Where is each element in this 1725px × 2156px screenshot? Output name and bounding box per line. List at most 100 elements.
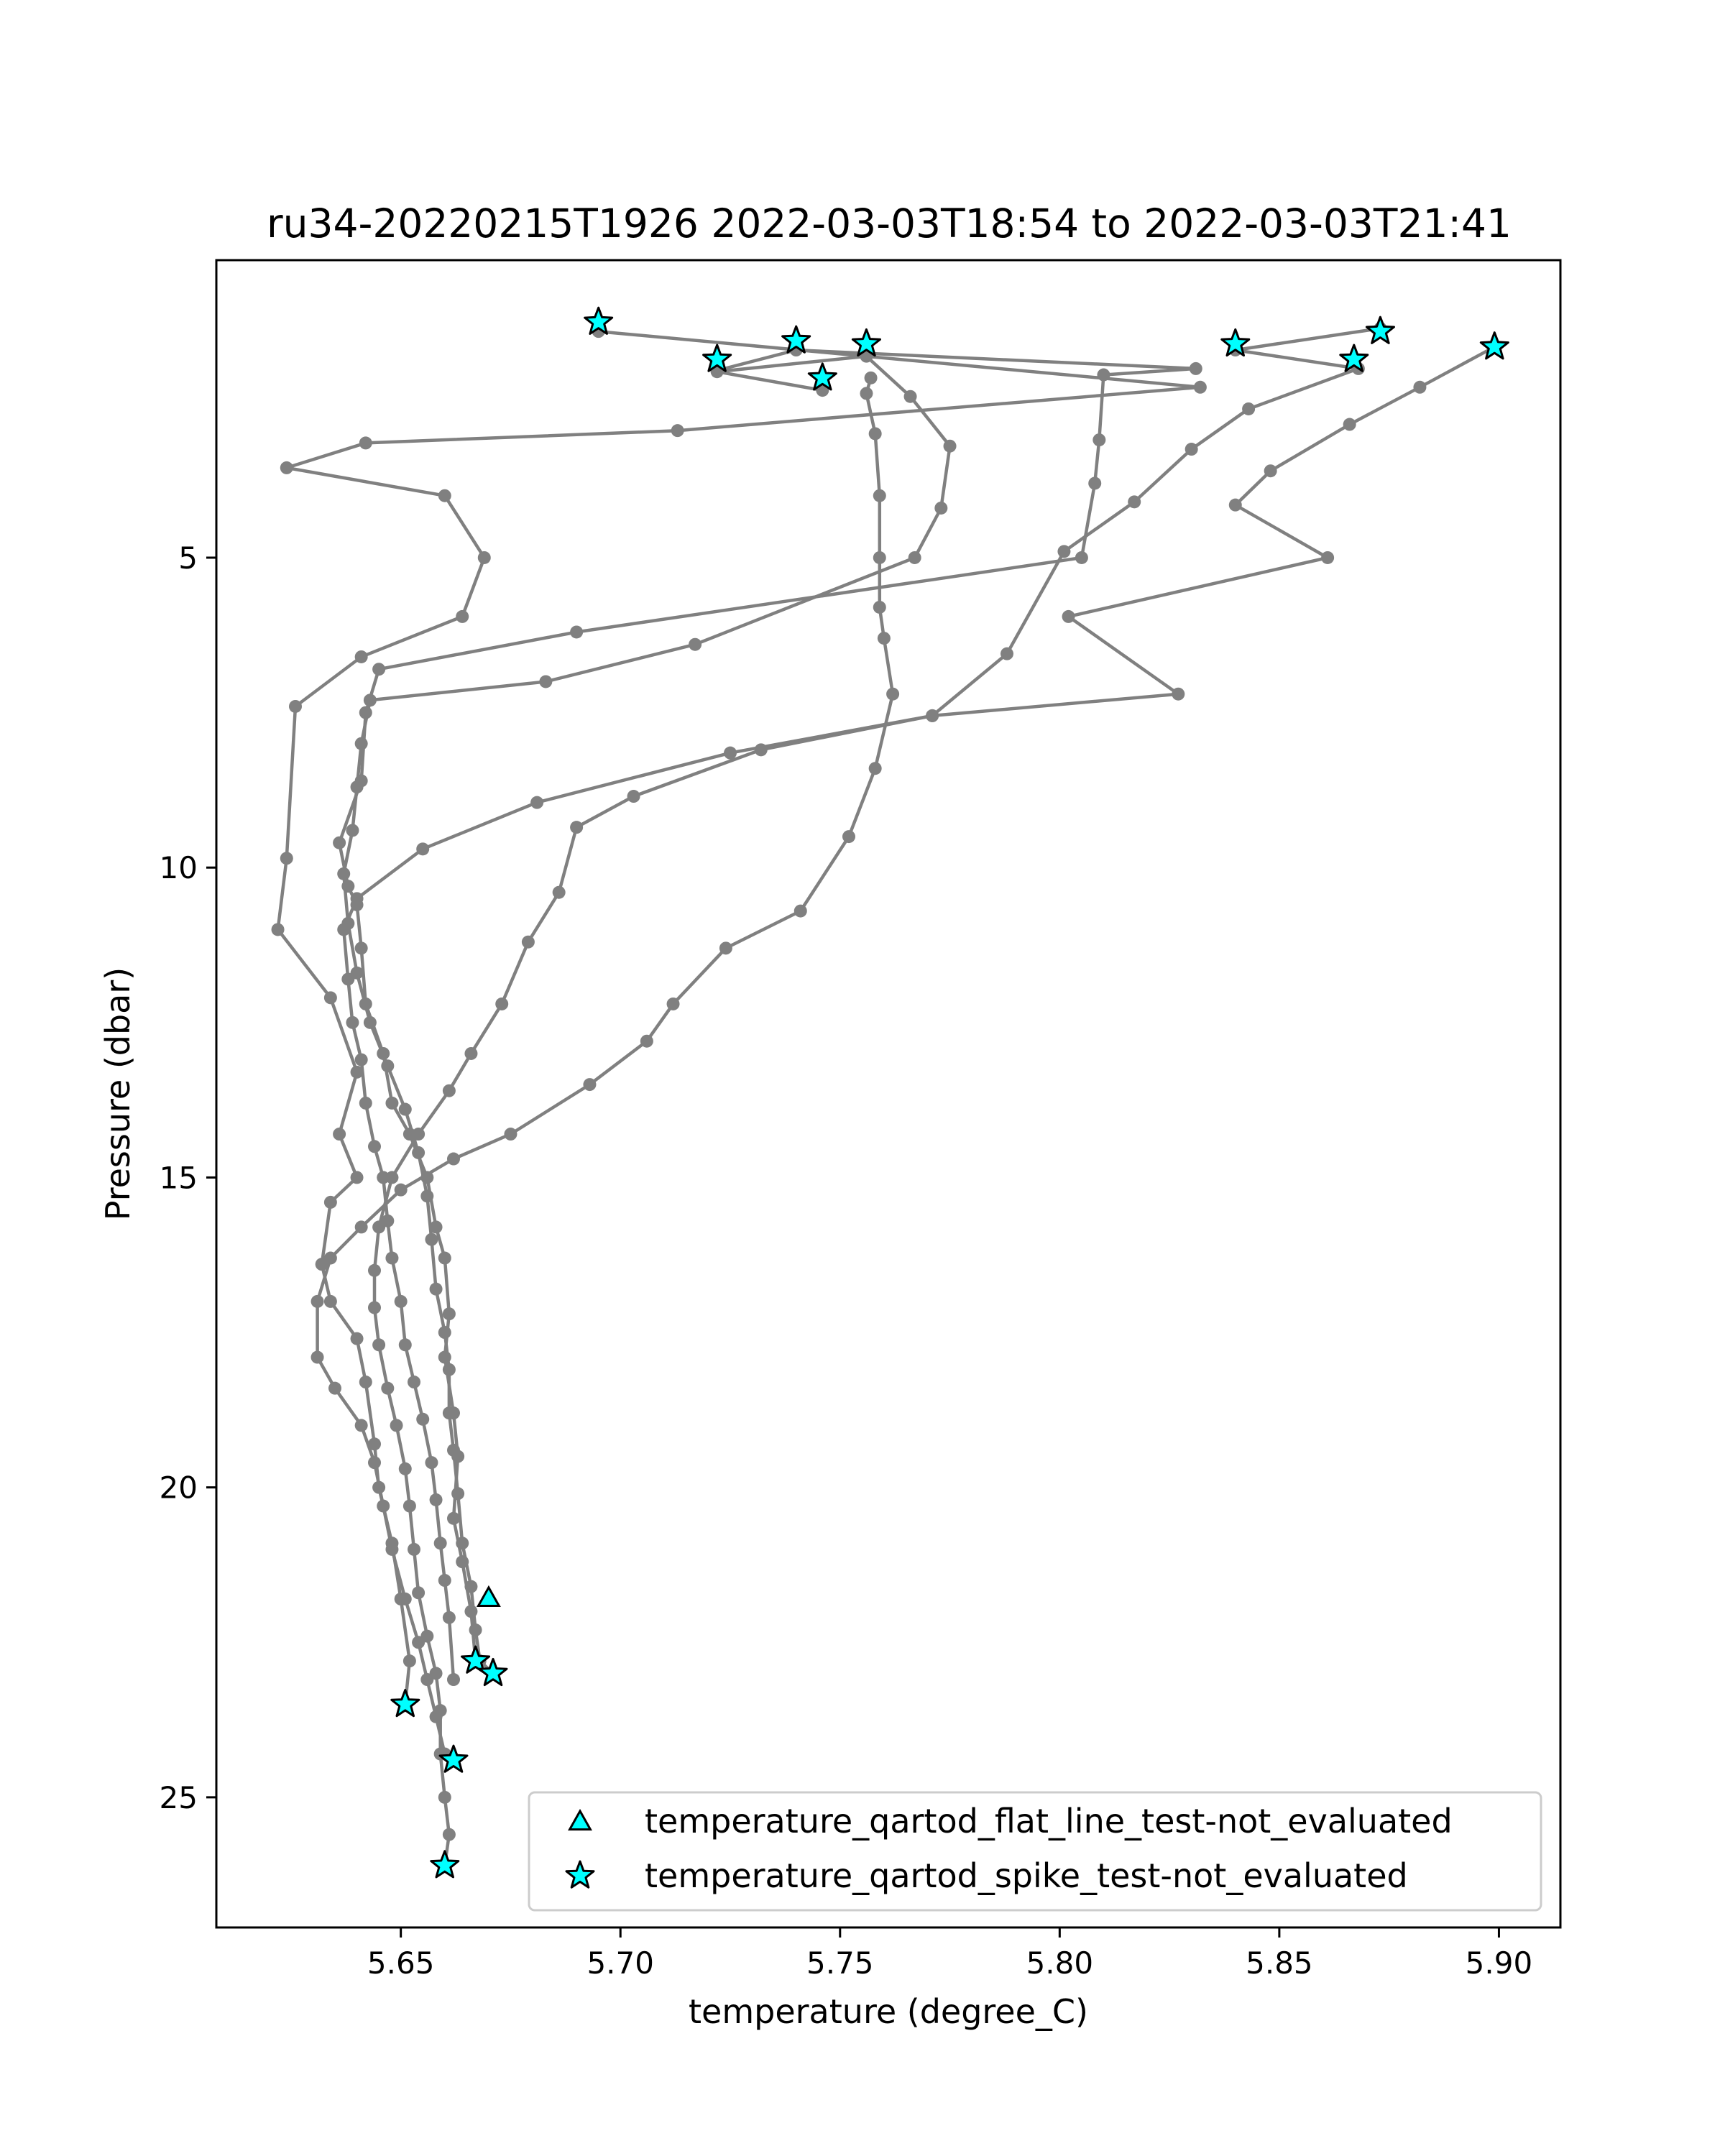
profile-point (354, 1053, 368, 1067)
spike-flag-marker (781, 325, 811, 354)
profile-line (337, 348, 1198, 1662)
spike-flag-marker (584, 306, 614, 335)
profile-point (323, 991, 337, 1005)
profile-point (398, 1102, 412, 1116)
profile-point (583, 1078, 597, 1092)
profile-point (323, 1195, 337, 1209)
spike-flag-marker (430, 1850, 460, 1879)
profile-point (719, 941, 732, 955)
spike-flag-marker (807, 362, 837, 391)
profile-point (873, 600, 886, 614)
profile-point (354, 650, 368, 663)
profile-point (868, 427, 882, 441)
profile-point (447, 1511, 460, 1525)
profile-point (666, 997, 680, 1010)
profile-point (346, 1015, 359, 1029)
profile-point (416, 842, 430, 856)
legend-triangle-marker (568, 1808, 592, 1831)
profile-point (456, 1537, 469, 1550)
y-axis: 5 10 15 20 25 (160, 540, 216, 1815)
profile-point (1057, 545, 1071, 558)
profile-point (521, 935, 535, 949)
profile-point (412, 1586, 426, 1600)
profile-point (385, 1096, 399, 1110)
profile-point (398, 1462, 412, 1475)
profile-point (363, 1015, 377, 1029)
profile-point (368, 1263, 381, 1277)
profile-point (464, 1046, 478, 1060)
profile-point (328, 1381, 341, 1395)
profile-point (350, 780, 364, 794)
profile-point (368, 1437, 381, 1451)
profile-point (425, 1233, 438, 1246)
profile-point (1264, 464, 1277, 478)
spike-flag-marker (1220, 328, 1251, 357)
legend-star-marker (565, 1860, 595, 1889)
profile-point (394, 1294, 408, 1308)
spike-flag-marker (1339, 344, 1369, 372)
spike-flag-marker (851, 328, 881, 357)
profile-point (438, 1574, 451, 1588)
x-axis-label: temperature (degree_C) (689, 1992, 1088, 2031)
profile-point (359, 436, 372, 450)
profile-point (350, 1332, 364, 1345)
profile-point (504, 1128, 518, 1141)
profile-point (368, 1301, 381, 1314)
profile-point (1000, 647, 1013, 660)
plot-frame (215, 259, 1562, 1929)
profile-point (438, 489, 451, 502)
profile-point (671, 424, 684, 438)
profile-point (408, 1376, 420, 1389)
profile-point (416, 1412, 430, 1426)
profile-point (442, 1406, 456, 1420)
profile-point (429, 1220, 443, 1234)
profile-point (873, 550, 886, 564)
profile-point (372, 1338, 386, 1352)
profile-point (873, 489, 886, 502)
profile-point (447, 1152, 460, 1166)
profile-point (442, 1611, 456, 1624)
profile-point (402, 1654, 416, 1668)
profile-point (429, 1667, 443, 1680)
y-tick-label: 5 (178, 540, 198, 576)
legend-marker-spike (565, 1860, 595, 1889)
profile-point (1062, 609, 1075, 623)
profile-point (354, 1220, 368, 1234)
profile-point (794, 904, 807, 918)
profile-point (860, 387, 873, 400)
spike-flag-marker (390, 1689, 420, 1718)
x-tick-label: 5.85 (1246, 1945, 1313, 1981)
profile-point (1172, 687, 1185, 701)
profile-point (447, 1673, 460, 1687)
y-tick-label: 25 (160, 1780, 198, 1815)
profile-point (333, 836, 346, 849)
profile-point (1088, 476, 1102, 490)
profile-point (354, 941, 368, 955)
spike-flag-marker (1479, 331, 1509, 360)
legend-label-spike: temperature_qartod_spike_test-not_evalua… (645, 1856, 1408, 1895)
profile-point (1092, 433, 1106, 447)
profile-point (464, 1580, 478, 1593)
profile-point (398, 1592, 412, 1606)
profile-point (754, 743, 768, 757)
x-axis: 5.65 5.70 5.75 5.80 5.85 5.90 (367, 1927, 1532, 1981)
profile-point (359, 1096, 372, 1110)
profile-point (433, 1537, 447, 1550)
profile-point (447, 1443, 460, 1457)
profile-point (385, 1251, 399, 1265)
profile-point (724, 746, 737, 760)
x-tick-label: 5.65 (367, 1945, 435, 1981)
profile-point (390, 1419, 403, 1432)
profile-point (495, 997, 509, 1010)
profile-point (337, 923, 351, 936)
profile-point (530, 796, 544, 809)
legend: temperature_qartod_flat_line_test-not_ev… (528, 1791, 1542, 1912)
profile-point (1189, 361, 1202, 375)
profile-point (368, 1140, 381, 1153)
profile-point (323, 1294, 337, 1308)
legend-box (528, 1791, 1542, 1912)
spike-flag-marker (1365, 315, 1395, 344)
profile-point (442, 1307, 456, 1321)
profile-point (412, 1146, 426, 1159)
